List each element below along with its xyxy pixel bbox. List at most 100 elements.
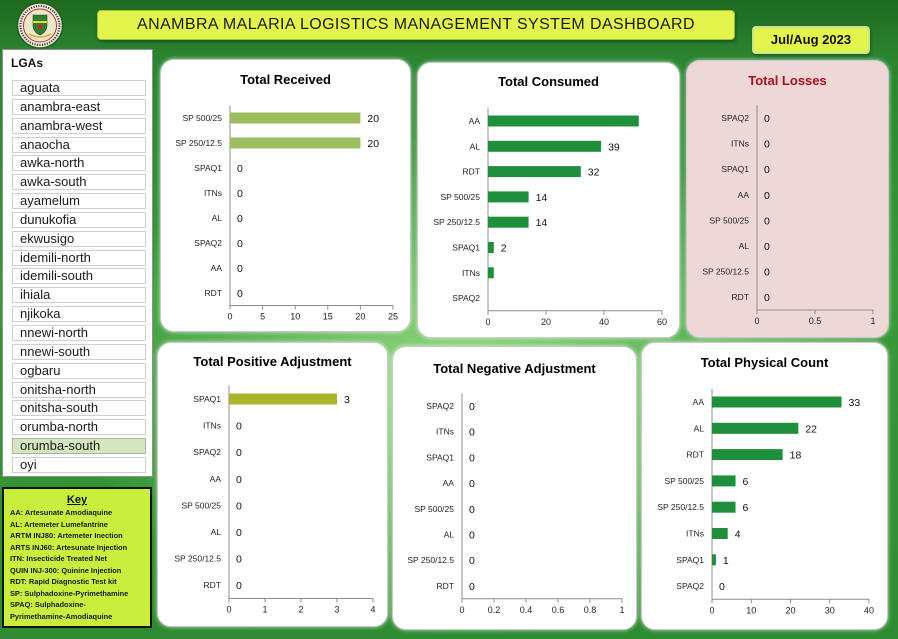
- total-losses-data-label: 0: [764, 241, 770, 253]
- total-positive-adjustment-category-label: SP 500/25: [181, 500, 221, 510]
- total-negative-adjustment-category-label: SPAQ1: [426, 452, 454, 462]
- total-physical-count-category-label: ITNs: [686, 529, 704, 539]
- total-negative-adjustment-chart-svg: Total Negative Adjustment 0 0.2 0.4 0.6 0.8 1 S…: [407, 361, 624, 615]
- key-line: AL: Artemeter Lumefantrine: [10, 519, 108, 529]
- dashboard-title-banner: ANAMBRA MALARIA LOGISTICS MANAGEMENT SYS…: [97, 10, 735, 40]
- lga-slicer-item[interactable]: orumba-south: [12, 438, 146, 455]
- lga-slicer-item[interactable]: nnewi-north: [12, 324, 146, 341]
- total-losses-data-label: 0: [764, 139, 770, 151]
- lga-slicer-item[interactable]: ekwusigo: [12, 230, 146, 247]
- total-consumed-data-label: 32: [588, 167, 600, 179]
- total-negative-adjustment-data-label: 0: [469, 530, 475, 542]
- key-line: ARTM INJ80: Artemeter Inection: [10, 531, 123, 540]
- total-consumed-bar: [488, 115, 639, 127]
- lga-slicer-item[interactable]: nnewi-south: [12, 343, 146, 360]
- total-positive-adjustment-chart: Total Positive Adjustment 0 1 2 3 4 SPAQ1 3 ITNs…: [157, 342, 388, 627]
- key-line: Pyrimethamine-Amodiaquine: [10, 611, 113, 621]
- lga-slicer: LGAs aguata anambra-east anambra-west an…: [2, 49, 153, 477]
- lga-slicer-item[interactable]: awka-south: [12, 174, 146, 191]
- lga-slicer-item[interactable]: anambra-west: [12, 117, 146, 134]
- total-consumed-category-label: RDT: [463, 167, 480, 177]
- total-positive-adjustment-bar: [229, 393, 337, 405]
- total-received-value-tick-label: 10: [290, 312, 300, 322]
- total-physical-count-data-label: 6: [743, 502, 749, 514]
- total-losses-category-label: AA: [738, 190, 750, 200]
- total-consumed-category-label: SP 500/25: [440, 192, 480, 202]
- total-physical-count-data-label: 0: [719, 581, 725, 593]
- total-negative-adjustment-data-label: 0: [469, 478, 475, 490]
- total-positive-adjustment-value-tick-label: 4: [370, 605, 375, 615]
- total-received-value-tick-label: 15: [323, 312, 333, 322]
- key-line: QUIN INJ-300: Quinine Injection: [10, 565, 122, 575]
- total-positive-adjustment-data-label: 0: [236, 554, 242, 566]
- lga-slicer-item[interactable]: oyi: [12, 456, 146, 473]
- total-received-data-label: 0: [237, 213, 243, 225]
- total-physical-count-value-tick-label: 40: [864, 605, 874, 615]
- key-line: ARTS INJ60: Artesunate Injection: [10, 542, 128, 552]
- total-losses-data-label: 0: [764, 113, 770, 125]
- total-consumed-category-label: SP 250/12.5: [433, 217, 480, 227]
- total-physical-count-bar: [712, 475, 736, 487]
- total-received-data-label: 20: [367, 113, 379, 125]
- total-losses-title: Total Losses: [748, 73, 827, 88]
- total-positive-adjustment-data-label: 0: [236, 447, 242, 459]
- total-losses-category-label: SP 500/25: [709, 215, 749, 225]
- total-physical-count-data-label: 1: [723, 555, 729, 567]
- total-losses-data-label: 0: [764, 267, 770, 279]
- total-negative-adjustment-chart: Total Negative Adjustment 0 0.2 0.4 0.6 0.8 1 S…: [392, 346, 637, 630]
- total-positive-adjustment-value-tick-label: 3: [334, 605, 339, 615]
- total-positive-adjustment-data-label: 0: [236, 500, 242, 512]
- lga-slicer-item[interactable]: anaocha: [12, 136, 146, 153]
- total-losses-category-label: SPAQ2: [721, 113, 749, 123]
- lga-slicer-item[interactable]: awka-north: [12, 155, 146, 172]
- total-physical-count-category-label: AL: [694, 423, 705, 433]
- lga-slicer-item[interactable]: onitsha-south: [12, 400, 146, 417]
- total-received-category-label: SPAQ1: [194, 163, 222, 173]
- dashboard-title: ANAMBRA MALARIA LOGISTICS MANAGEMENT SYS…: [137, 16, 695, 33]
- lga-slicer-item[interactable]: orumba-north: [12, 419, 146, 436]
- lga-slicer-item[interactable]: ayamelum: [12, 193, 146, 210]
- total-physical-count-data-label: 4: [735, 529, 741, 541]
- total-consumed-data-label: 39: [608, 141, 620, 153]
- state-seal-icon: [16, 2, 64, 49]
- key-line: AA: Artesunate Amodiaquine: [10, 508, 113, 517]
- key-title: Key: [66, 494, 88, 506]
- lga-slicer-item[interactable]: dunukofia: [12, 211, 146, 228]
- total-consumed-bar: [488, 267, 494, 279]
- total-received-category-label: SP 500/25: [182, 113, 222, 123]
- total-negative-adjustment-category-label: SP 500/25: [414, 504, 454, 514]
- lga-slicer-item[interactable]: idemili-south: [12, 268, 146, 285]
- total-physical-count-category-label: SPAQ1: [676, 555, 704, 565]
- lga-slicer-item[interactable]: ogbaru: [12, 362, 146, 379]
- total-positive-adjustment-category-label: AL: [211, 527, 222, 537]
- total-received-chart: Total Received 0 5 10 15 20 25 SP 500/25 20 SP 25…: [160, 59, 411, 332]
- total-physical-count-data-label: 6: [743, 476, 749, 488]
- lga-slicer-item[interactable]: njikoka: [12, 306, 146, 323]
- total-received-bar: [230, 137, 361, 149]
- total-consumed-chart: Total Consumed 0 20 40 60 AA AL 39 RDT 32 SP 500/2…: [417, 62, 680, 338]
- slicer-title: LGAs: [11, 56, 44, 70]
- lga-slicer-item[interactable]: anambra-east: [12, 98, 146, 115]
- total-negative-adjustment-value-tick-label: 1: [619, 605, 624, 615]
- total-consumed-value-tick-label: 60: [657, 317, 667, 327]
- total-positive-adjustment-value-tick-label: 1: [262, 605, 267, 615]
- lga-slicer-item[interactable]: idemili-north: [12, 249, 146, 266]
- total-physical-count-value-tick-label: 20: [785, 605, 795, 615]
- total-negative-adjustment-category-label: AL: [444, 530, 455, 540]
- total-consumed-category-label: SPAQ1: [452, 243, 480, 253]
- lga-slicer-item[interactable]: aguata: [12, 80, 146, 96]
- total-consumed-category-label: ITNs: [462, 268, 480, 278]
- total-consumed-bar: [488, 191, 529, 203]
- total-losses-data-label: 0: [764, 292, 770, 304]
- total-consumed-value-tick-label: 40: [599, 317, 609, 327]
- total-consumed-category-label: AA: [469, 116, 481, 126]
- total-physical-count-bar: [712, 396, 842, 408]
- total-consumed-value-tick-label: 20: [541, 317, 551, 327]
- total-positive-adjustment-data-label: 0: [236, 580, 242, 592]
- lga-slicer-item[interactable]: ihiala: [12, 287, 146, 304]
- total-received-category-label: ITNs: [204, 188, 222, 198]
- total-negative-adjustment-category-label: ITNs: [436, 427, 454, 437]
- total-consumed-data-label: 14: [536, 217, 548, 229]
- lga-slicer-item[interactable]: onitsha-north: [12, 381, 146, 398]
- total-physical-count-chart: Total Physical Count 0 10 20 30 40 AA 33 AL 22 RDT…: [641, 342, 888, 630]
